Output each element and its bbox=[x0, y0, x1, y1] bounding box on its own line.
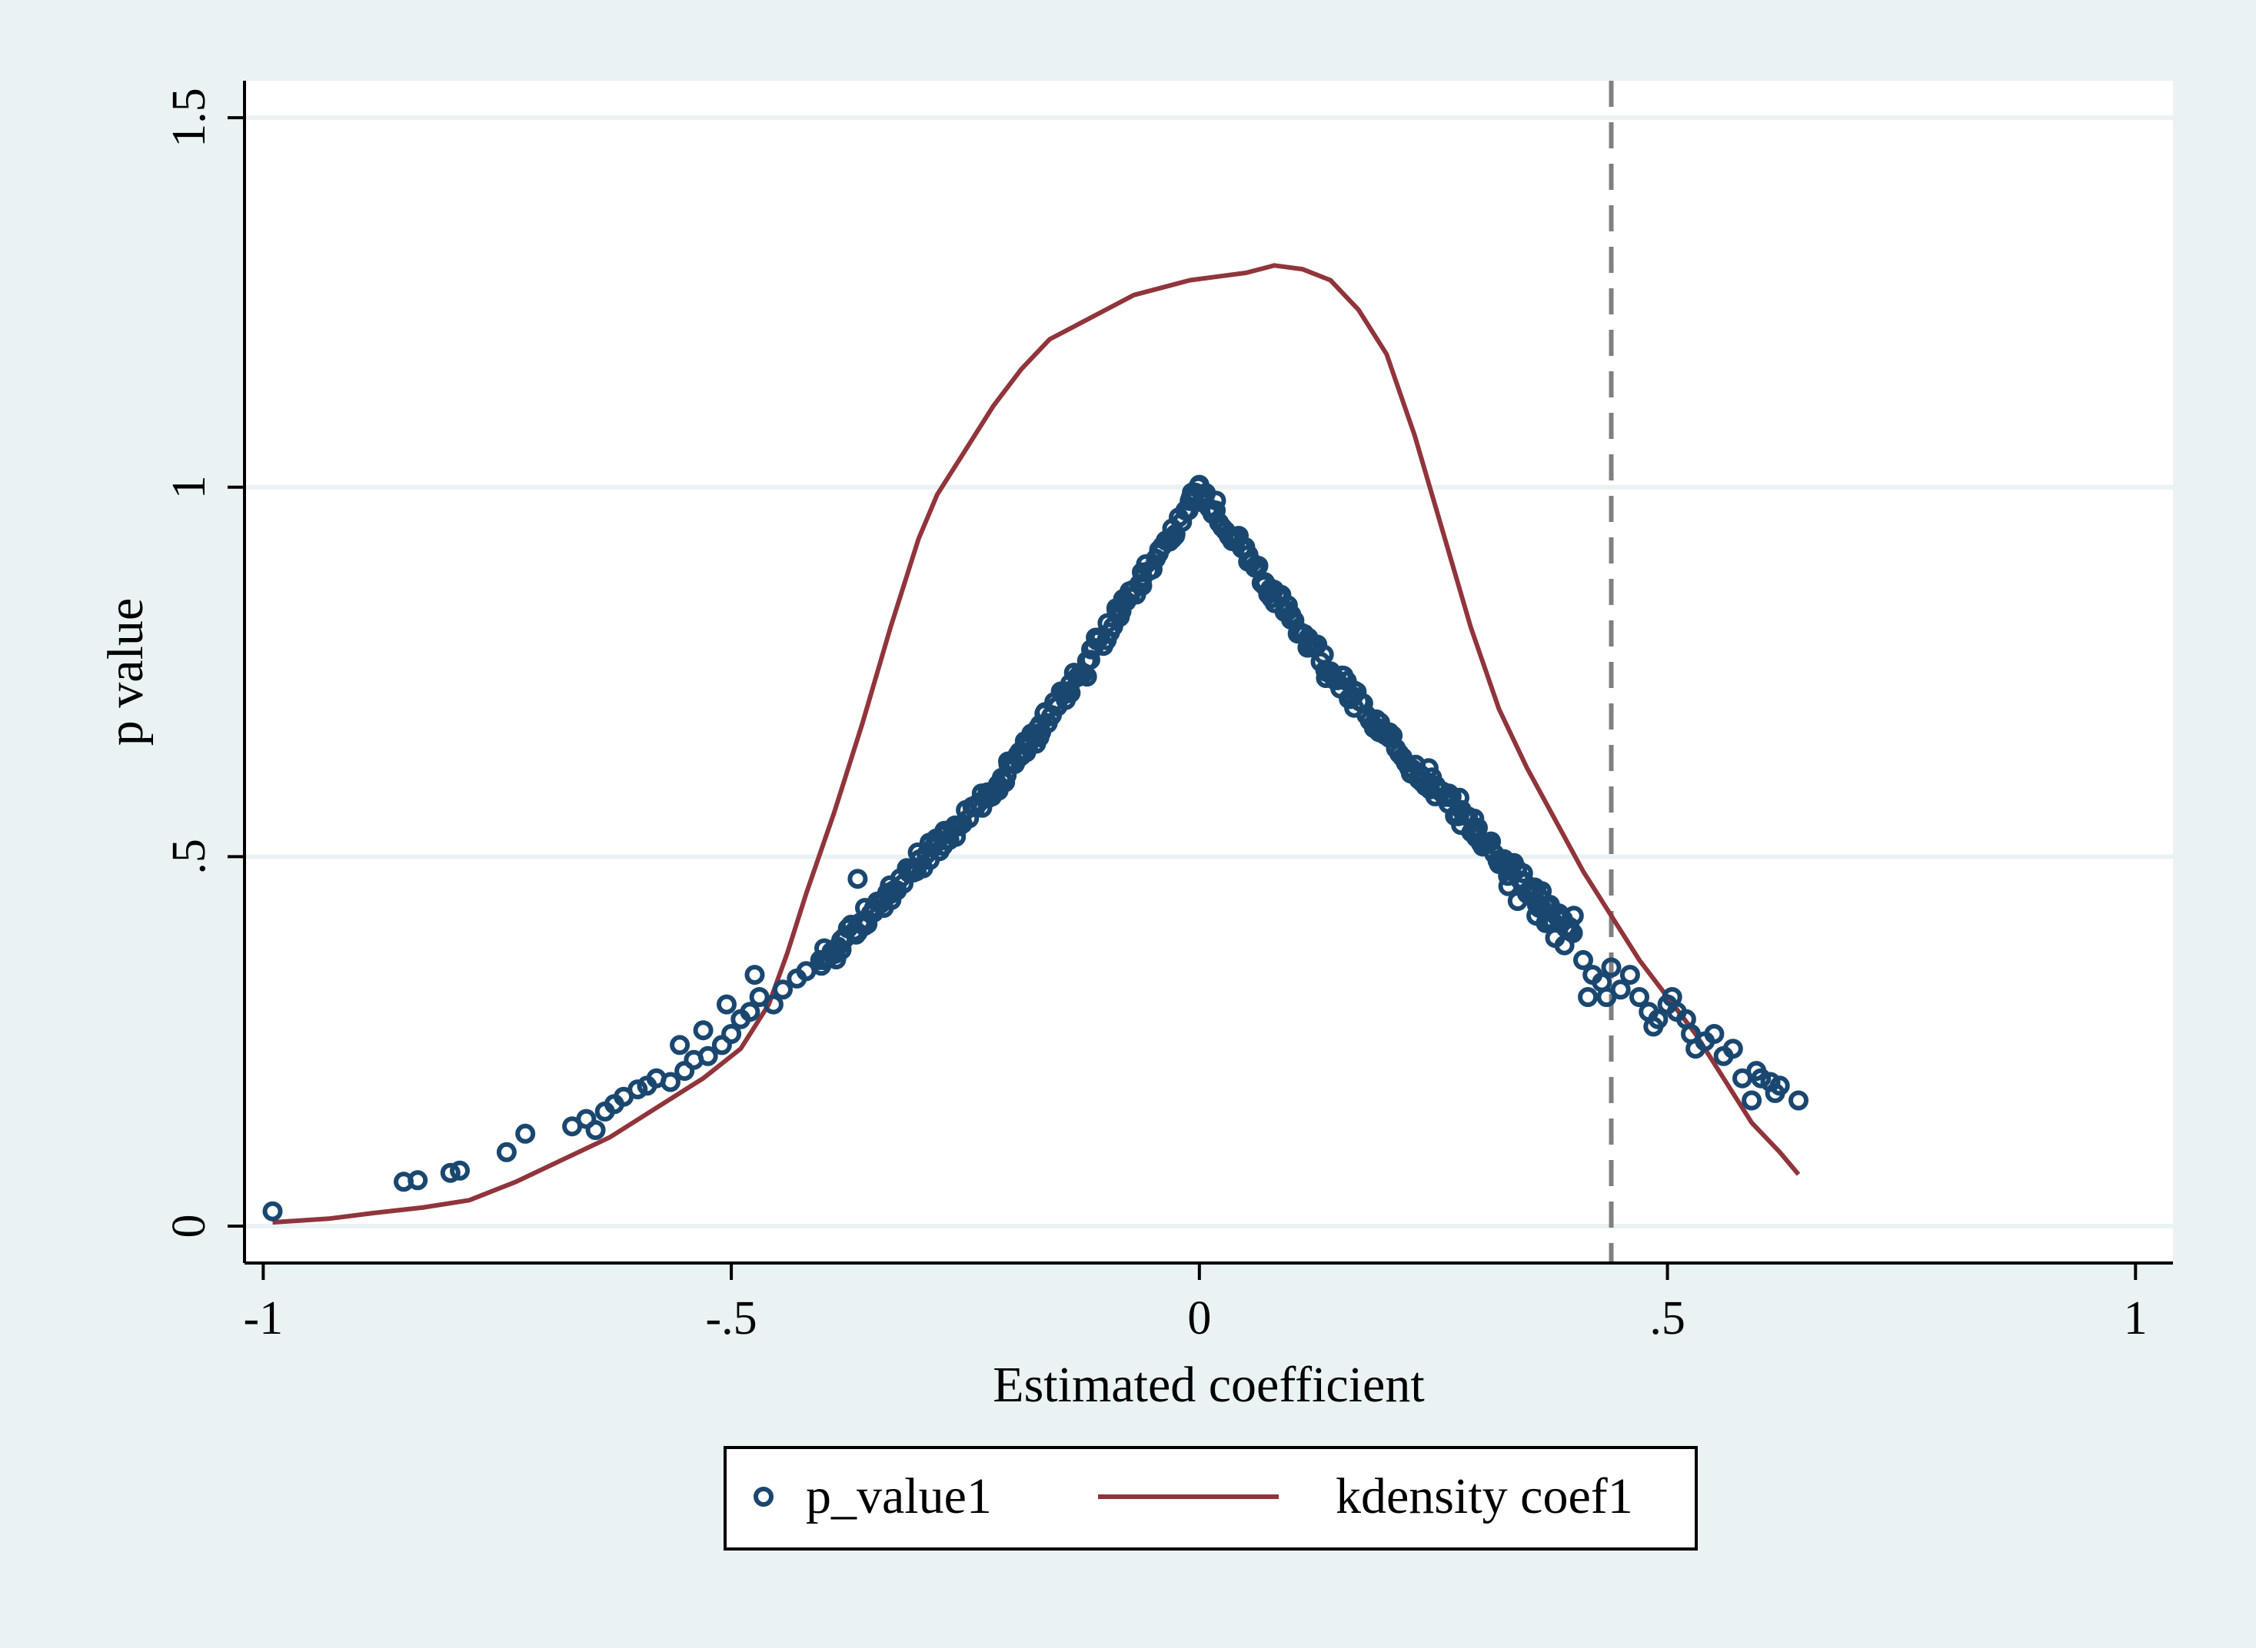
legend-marker-p-value1 bbox=[754, 1487, 774, 1507]
scatter-point bbox=[847, 869, 868, 889]
scatter-point bbox=[697, 1045, 718, 1066]
scatter-point bbox=[717, 994, 737, 1015]
scatter-point bbox=[1060, 683, 1081, 703]
scatter-point bbox=[1516, 883, 1537, 904]
x-axis-title: Estimated coefficient bbox=[993, 1357, 1424, 1413]
scatter-point bbox=[1470, 832, 1491, 853]
x-tick-label: 0 bbox=[1187, 1292, 1211, 1345]
scatter-point bbox=[1619, 965, 1640, 986]
scatter-point bbox=[1601, 957, 1622, 978]
scatter-point bbox=[1464, 808, 1485, 829]
kdensity-series bbox=[272, 263, 1801, 1225]
scatter-point bbox=[1536, 912, 1556, 933]
x-tick-label: -.5 bbox=[706, 1292, 757, 1345]
scatter-point bbox=[1788, 1090, 1808, 1111]
scatter-point bbox=[1449, 787, 1469, 808]
scatter-point bbox=[1554, 935, 1575, 956]
scatter-point bbox=[262, 1201, 283, 1222]
scatter-point bbox=[1722, 1039, 1743, 1059]
x-axis-ticks: -1 -.5 0 .5 1 bbox=[244, 1263, 2148, 1345]
legend: p_value1 kdensity coef1 bbox=[724, 1446, 1698, 1551]
scatter-point bbox=[1245, 556, 1266, 577]
scatter-point bbox=[1029, 727, 1050, 748]
scatter-point bbox=[1080, 650, 1100, 670]
legend-label-p-value1: p_value1 bbox=[806, 1468, 992, 1524]
scatter-point bbox=[1596, 987, 1617, 1007]
scatter-point bbox=[740, 1002, 760, 1022]
scatter-point bbox=[1769, 1075, 1790, 1096]
kdensity-line bbox=[272, 263, 1801, 1225]
scatter-point bbox=[1132, 575, 1153, 596]
y-axis-title: p value bbox=[98, 598, 154, 746]
plot-area bbox=[245, 81, 2173, 1263]
scatter-point bbox=[1498, 876, 1519, 896]
axes bbox=[243, 81, 2173, 1265]
scatter-point bbox=[660, 1072, 680, 1092]
scatter-series bbox=[262, 474, 1808, 1222]
scatter-point bbox=[763, 994, 784, 1015]
scatter-point bbox=[744, 965, 765, 986]
scatter-point bbox=[773, 979, 793, 1000]
scatter-point bbox=[1563, 906, 1584, 926]
scatter-point bbox=[796, 961, 817, 982]
scatter-point bbox=[1643, 1016, 1664, 1037]
scatter-point bbox=[721, 1024, 742, 1044]
scatter-point bbox=[1489, 853, 1509, 874]
y-tick-label: 1.5 bbox=[163, 88, 215, 148]
scatter-point bbox=[693, 1020, 714, 1041]
scatter-point bbox=[1578, 987, 1599, 1007]
scatter-point bbox=[824, 942, 844, 963]
y-tick-label: 0 bbox=[163, 1214, 215, 1238]
scatter-point bbox=[496, 1142, 517, 1162]
scatter-point bbox=[1573, 949, 1593, 970]
y-axis-ticks: 0 .5 1 1.5 bbox=[163, 88, 245, 1238]
scatter-point bbox=[585, 1120, 606, 1140]
scatter-point bbox=[834, 928, 854, 949]
scatter-point bbox=[1704, 1024, 1725, 1044]
x-tick-label: 1 bbox=[2124, 1292, 2148, 1345]
scatter-point bbox=[1375, 725, 1396, 745]
scatter-point bbox=[1353, 693, 1373, 713]
scatter-point bbox=[1512, 863, 1533, 883]
scatter-point bbox=[408, 1170, 428, 1191]
scatter-point bbox=[440, 1162, 461, 1183]
y-tick-label: 1 bbox=[163, 475, 215, 499]
x-tick-label: .5 bbox=[1649, 1292, 1685, 1345]
scatter-point bbox=[1206, 490, 1226, 511]
x-tick-label: -1 bbox=[244, 1292, 284, 1345]
legend-label-kdensity: kdensity coef1 bbox=[1336, 1468, 1633, 1524]
scatter-point bbox=[450, 1160, 470, 1181]
scatter-point bbox=[1742, 1090, 1762, 1111]
scatter-point bbox=[670, 1035, 690, 1055]
scatter-point bbox=[627, 1079, 648, 1100]
scatter-point bbox=[1143, 559, 1163, 580]
y-tick-label: .5 bbox=[163, 839, 215, 875]
scatter-point bbox=[1751, 1068, 1772, 1089]
scatter-point bbox=[1629, 987, 1649, 1007]
scatter-point bbox=[515, 1123, 536, 1144]
